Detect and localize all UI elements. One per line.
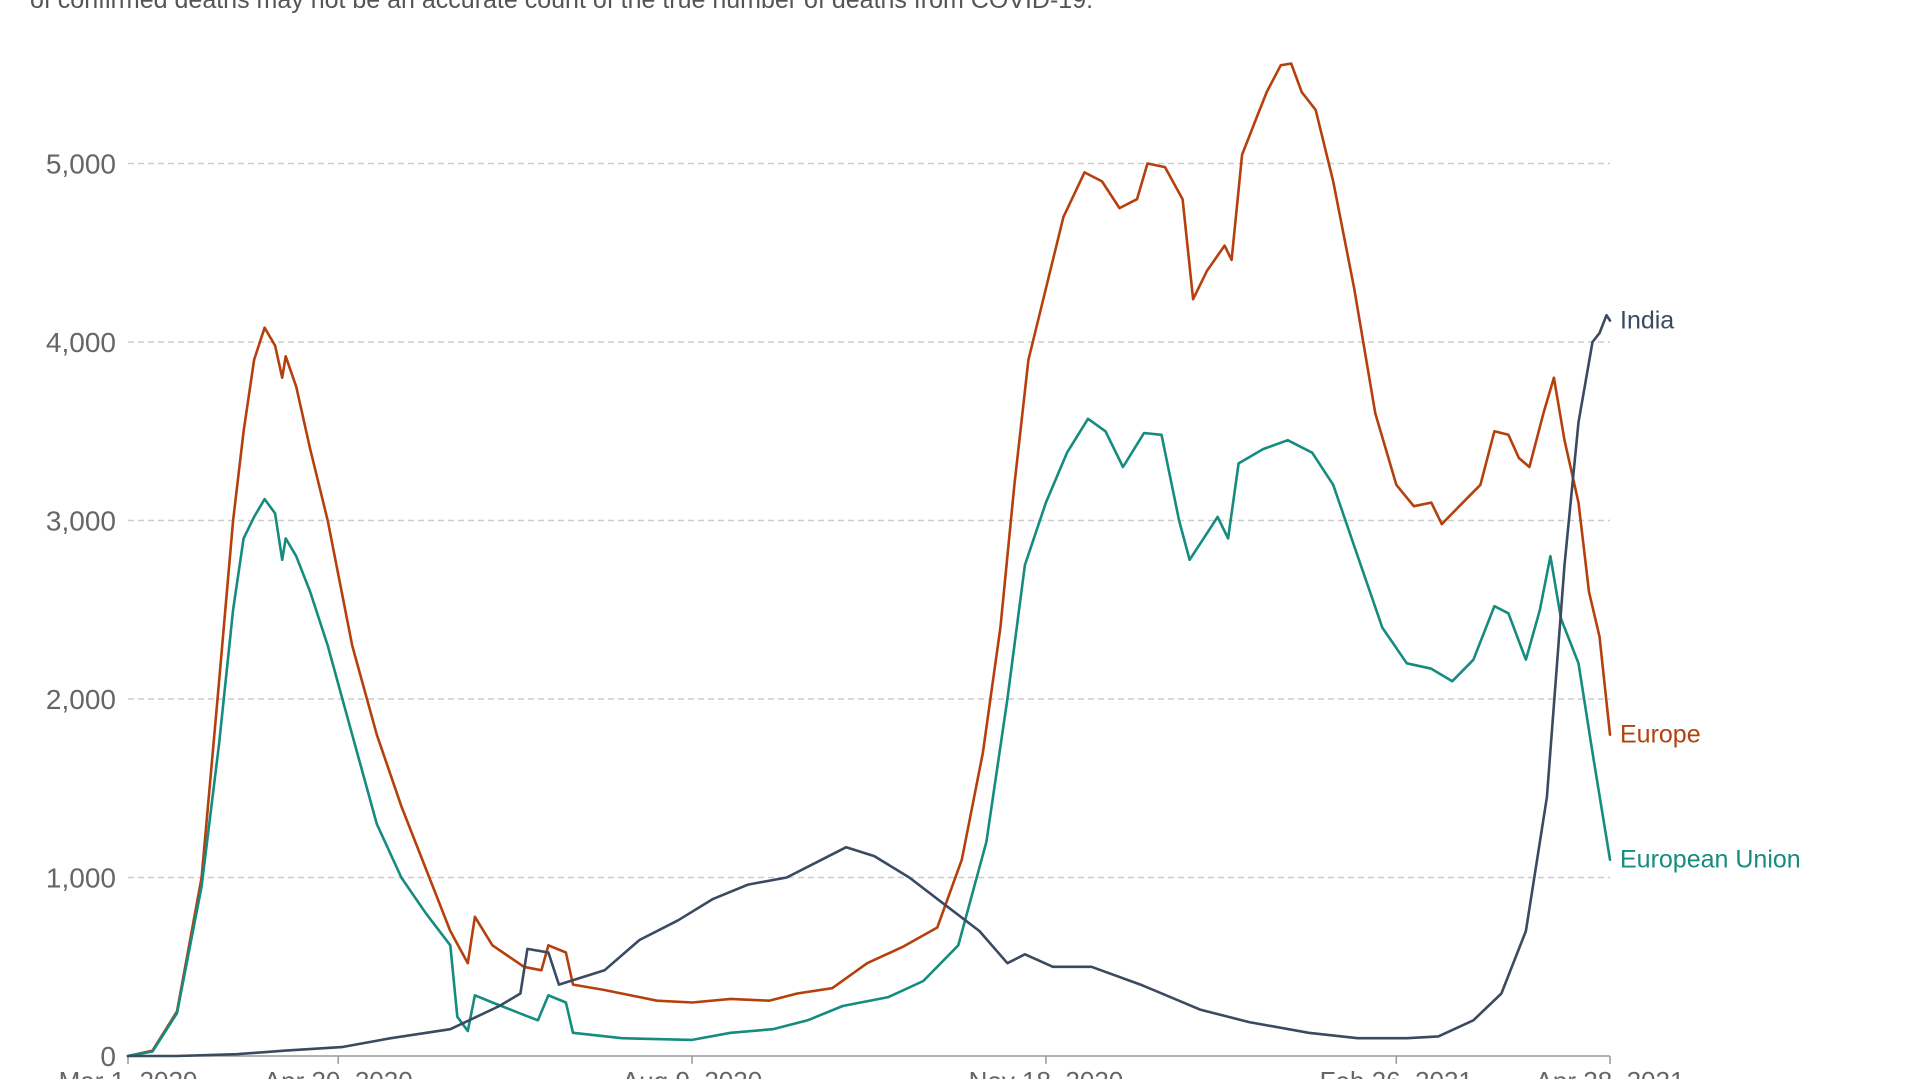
x-tick-label: Aug 9, 2020 [622,1066,762,1079]
gridlines [128,162,1610,879]
y-tick-label: 5,000 [46,149,116,180]
x-tick-label: Apr 28, 2021 [1536,1066,1685,1079]
y-tick-label: 0 [100,1041,116,1072]
series-lines [126,62,1612,1058]
x-tick-label: Nov 18, 2020 [969,1066,1124,1079]
y-tick-label: 2,000 [46,684,116,715]
chart-subtitle: of confirmed deaths may not be an accura… [30,0,1094,14]
series-line-europe [126,62,1612,1058]
y-tick-label: 4,000 [46,327,116,358]
x-tick-label: Apr 30, 2020 [264,1066,413,1079]
x-tick-label: Mar 1, 2020 [59,1066,198,1079]
series-label-european-union: European Union [1620,846,1801,874]
series-line-european-union [126,417,1612,1058]
y-tick-label: 3,000 [46,506,116,537]
y-tick-label: 1,000 [46,863,116,894]
x-axis: Mar 1, 2020 Apr 30, 2020 Aug 9, 2020 Nov 18… [59,1055,1685,1079]
y-axis: 0 1,000 2,000 3,000 4,000 5,000 [46,149,116,1073]
series-labels: Europe European Union India [1620,307,1801,874]
series-line-india [126,313,1612,1058]
series-label-europe: Europe [1620,721,1701,749]
x-tick-label: Feb 26, 2021 [1320,1066,1473,1079]
series-label-india: India [1620,307,1674,335]
